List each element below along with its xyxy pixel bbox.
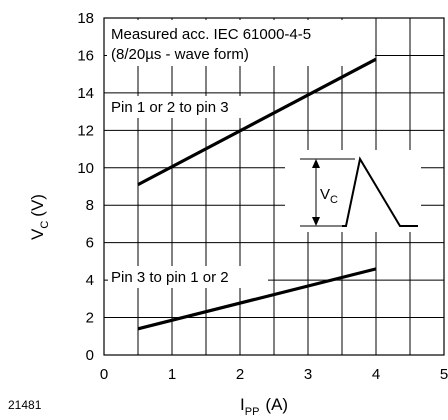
x-tick-label: 4 [372, 366, 380, 383]
y-tick-label: 6 [86, 235, 94, 252]
series-label-2: Pin 3 to pin 1 or 2 [111, 269, 229, 286]
x-tick-label: 1 [168, 366, 176, 383]
series-line-1 [137, 57, 377, 187]
series-line-2 [137, 267, 377, 331]
annotation-line-1: Measured acc. IEC 61000-4-5 [111, 26, 311, 43]
series-label-1: Pin 1 or 2 to pin 3 [111, 99, 229, 116]
y-tick-label: 12 [77, 122, 94, 139]
annotation-box [107, 20, 375, 66]
annotation-line-2: (8/20µs - wave form) [111, 46, 249, 63]
inset-label: VC [320, 186, 338, 206]
y-tick-label: 10 [77, 160, 94, 177]
series-label-bg-2 [108, 266, 268, 288]
inset-waveform: VC [285, 150, 421, 232]
x-tick-label: 5 [440, 366, 448, 383]
y-tick-label: 18 [77, 10, 94, 27]
inset-arrow-down [312, 217, 320, 226]
inset-pulse [342, 156, 418, 227]
plot-frame [103, 17, 445, 356]
series-label-bg-1 [108, 96, 268, 118]
y-tick-label: 14 [77, 85, 94, 102]
series-lines [137, 57, 377, 331]
x-tick-label: 0 [100, 366, 108, 383]
x-tick-label: 2 [236, 366, 244, 383]
x-tick-label: 3 [304, 366, 312, 383]
y-axis-label: VC(V) [28, 194, 51, 240]
y-tick-label: 16 [77, 47, 94, 64]
inset-arrow-up [312, 159, 320, 168]
y-tick-label: 0 [86, 347, 94, 364]
figure-id: 21481 [8, 398, 42, 412]
y-tick-label: 2 [86, 310, 94, 327]
y-tick-label: 4 [86, 272, 94, 289]
y-tick-label: 8 [86, 197, 94, 214]
x-axis-label: IPP (A) [240, 395, 288, 418]
